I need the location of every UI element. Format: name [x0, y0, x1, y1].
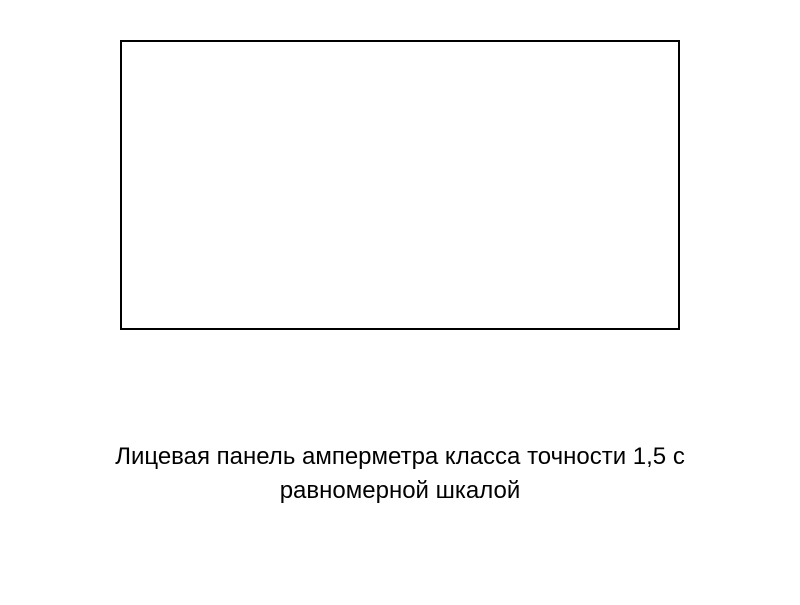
meter-frame [120, 40, 680, 330]
figure-caption: Лицевая панель амперметра класса точност… [80, 440, 720, 508]
